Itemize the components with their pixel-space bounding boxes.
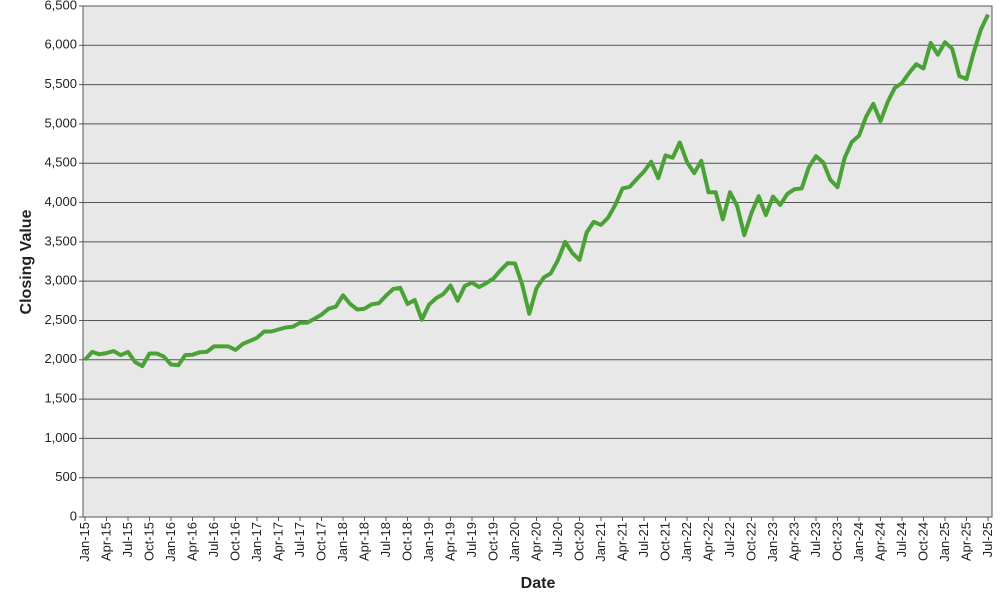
y-axis-title: Closing Value (18, 209, 35, 314)
x-axis-title: Date (521, 575, 556, 592)
x-tick-label: Jul-15 (120, 522, 135, 557)
x-tick-label: Jan-25 (937, 522, 952, 562)
x-tick-label: Oct-24 (916, 522, 931, 561)
y-tick-label: 5,500 (44, 76, 77, 91)
x-tick-label: Jan-20 (507, 522, 522, 562)
y-tick-label: 6,500 (44, 0, 77, 12)
y-tick-label: 3,000 (44, 273, 77, 288)
x-tick-label: Oct-17 (314, 522, 329, 561)
y-tick-label: 1,500 (44, 391, 77, 406)
x-tick-label: Apr-25 (959, 522, 974, 561)
x-tick-label: Apr-23 (787, 522, 802, 561)
x-tick-label: Jan-19 (421, 522, 436, 562)
x-tick-label: Apr-22 (701, 522, 716, 561)
x-tick-label: Jan-15 (77, 522, 92, 562)
x-tick-label: Jul-23 (808, 522, 823, 557)
x-tick-label: Apr-16 (185, 522, 200, 561)
x-tick-label: Oct-23 (830, 522, 845, 561)
x-tick-label: Jul-20 (550, 522, 565, 557)
x-tick-label: Apr-18 (357, 522, 372, 561)
x-tick-label: Jan-21 (593, 522, 608, 562)
x-tick-label: Jul-24 (894, 522, 909, 557)
x-tick-label: Jan-22 (679, 522, 694, 562)
y-tick-label: 0 (70, 508, 77, 523)
x-tick-label: Apr-17 (271, 522, 286, 561)
x-tick-label: Oct-20 (572, 522, 587, 561)
y-tick-label: 6,000 (44, 37, 77, 52)
x-tick-label: Oct-22 (744, 522, 759, 561)
y-tick-label: 1,000 (44, 430, 77, 445)
x-tick-label: Oct-19 (486, 522, 501, 561)
y-tick-label: 2,000 (44, 351, 77, 366)
x-tick-label: Apr-15 (99, 522, 114, 561)
x-tick-label: Jan-23 (765, 522, 780, 562)
x-tick-label: Apr-19 (443, 522, 458, 561)
x-tick-label: Oct-15 (142, 522, 157, 561)
x-tick-label: Jul-25 (980, 522, 995, 557)
y-tick-label: 500 (55, 469, 77, 484)
x-tick-label: Jan-16 (163, 522, 178, 562)
x-tick-label: Jul-18 (378, 522, 393, 557)
x-tick-label: Jul-21 (636, 522, 651, 557)
x-tick-label: Jul-22 (722, 522, 737, 557)
x-tick-label: Oct-18 (400, 522, 415, 561)
x-tick-label: Jul-16 (206, 522, 221, 557)
y-tick-label: 3,500 (44, 233, 77, 248)
x-tick-label: Jul-17 (292, 522, 307, 557)
x-tick-label: Oct-21 (658, 522, 673, 561)
plot-area (82, 5, 993, 518)
x-tick-label: Oct-16 (228, 522, 243, 561)
x-tick-label: Jul-19 (464, 522, 479, 557)
x-tick-label: Jan-24 (851, 522, 866, 562)
x-tick-label: Jan-17 (249, 522, 264, 562)
price-line (83, 13, 990, 369)
y-tick-label: 5,000 (44, 115, 77, 130)
x-tick-label: Jan-18 (335, 522, 350, 562)
y-tick-label: 4,000 (44, 194, 77, 209)
x-tick-label: Apr-20 (529, 522, 544, 561)
y-tick-label: 2,500 (44, 312, 77, 327)
x-tick-label: Apr-21 (615, 522, 630, 561)
y-tick-label: 4,500 (44, 155, 77, 170)
x-tick-label: Apr-24 (873, 522, 888, 561)
